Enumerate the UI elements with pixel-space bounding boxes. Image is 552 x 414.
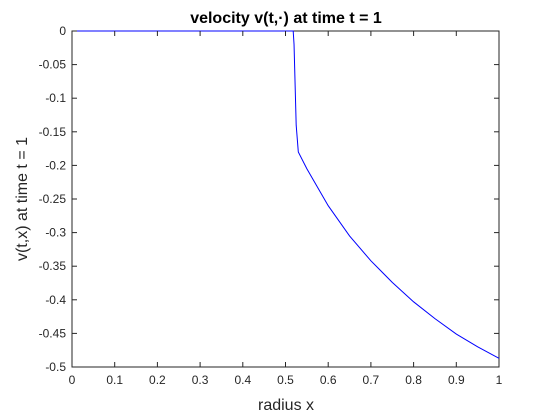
x-tick-label: 1 [496,373,503,387]
y-tick-label: -0.15 [39,125,67,139]
y-tick-label: -0.05 [39,58,67,72]
x-axis-label: radius x [258,397,314,414]
y-tick-label: -0.45 [39,326,67,340]
y-tick-label: -0.25 [39,192,67,206]
plot-area: 0 0.1 0.2 0.3 0.4 0.5 0.6 0.7 0.8 0.9 1 0 -0.05 -0.1… [39,24,503,387]
y-tick-label: -0.3 [45,226,66,240]
x-tick-label: 0.7 [363,373,380,387]
y-axis-label: v(t,x) at time t = 1 [14,137,31,261]
velocity-series-line [72,30,500,359]
x-tick-label: 0.3 [192,373,209,387]
data-layer [72,30,500,359]
chart-title: velocity v(t,·) at time t = 1 [190,10,382,27]
y-tick-label: -0.2 [45,158,66,172]
y-tick-label: 0 [59,24,66,38]
x-tick-label: 0.5 [277,373,294,387]
x-tick-label: 0 [69,373,76,387]
x-tick-label: 0.1 [106,373,123,387]
x-tick-label: 0.8 [405,373,422,387]
y-axis-ticks: 0 -0.05 -0.1 -0.15 -0.2 -0.25 -0.3 -0.35 -0.4 -0.… [39,24,499,374]
x-axis-ticks: 0 0.1 0.2 0.3 0.4 0.5 0.6 0.7 0.8 0.9 1 [69,31,503,387]
y-tick-label: -0.1 [45,91,66,105]
x-tick-label: 0.9 [448,373,465,387]
y-tick-label: -0.4 [45,293,66,307]
x-tick-label: 0.2 [149,373,166,387]
y-tick-label: -0.35 [39,259,67,273]
x-tick-label: 0.6 [320,373,337,387]
x-tick-label: 0.4 [234,373,251,387]
y-tick-label: -0.5 [45,360,66,374]
